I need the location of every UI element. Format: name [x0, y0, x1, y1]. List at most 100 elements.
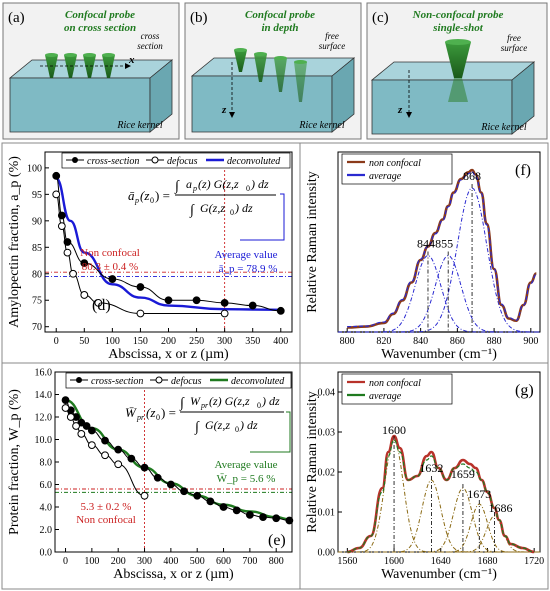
formula: ā p (z 0) =∫ a p (z) G(z,z 0) dz∫ G(z,z 0) dz	[128, 177, 285, 241]
formula-lhs-sub: p	[134, 196, 139, 205]
average-spectrum	[347, 171, 537, 328]
formula-num-pr: pr	[200, 401, 209, 410]
y-tick-label: 75	[32, 296, 42, 307]
data-point	[272, 514, 281, 523]
data-point	[57, 222, 66, 231]
legend: cross-section defocus deconvoluted	[61, 152, 291, 169]
formula-den-sub0: 0	[230, 208, 234, 217]
panel-c-annot-line2: surface	[501, 43, 528, 53]
x-axis-label: Abscissa, x or z (µm)	[113, 567, 234, 582]
average-value: ā_p = 78.9 %	[219, 263, 278, 275]
data-point	[94, 298, 103, 307]
x-tick-label: 400	[273, 336, 288, 347]
x-tick-label: 880	[487, 336, 502, 347]
data-point	[164, 296, 173, 305]
panel-a-schematic: (a) Confocal probe on cross section x cr…	[2, 2, 180, 140]
x-tick-label: 800	[269, 556, 284, 567]
data-point	[101, 451, 109, 460]
y-tick-label: 12.0	[35, 413, 53, 424]
y-tick-label: 0.00	[318, 548, 336, 559]
nonconfocal-bg	[74, 498, 140, 526]
x-tick-label: 900	[523, 336, 538, 347]
formula-lhs-arg: (z	[146, 405, 155, 420]
x-tick-label: 1720	[524, 556, 544, 567]
panel-a-label: (a)	[8, 10, 25, 26]
x-tick-label: 100	[84, 556, 99, 567]
legend-label: deconvoluted	[231, 376, 285, 387]
x-tick-label: 840	[413, 336, 428, 347]
probe-cone-c	[445, 39, 471, 102]
peak-label: 1673	[467, 487, 491, 501]
legend-box	[341, 153, 453, 185]
x-tick-label: 800	[340, 336, 355, 347]
panel-c-title-line1: Non-confocal probe	[412, 9, 504, 21]
y-tick-label: 6.0	[40, 480, 53, 491]
legend-box	[65, 372, 292, 389]
panel-c-axis: z	[397, 104, 403, 116]
formula-den-dz: ) dz	[234, 201, 253, 215]
data-point	[87, 426, 96, 435]
data-point	[77, 429, 86, 438]
probe-cones-b	[234, 48, 307, 102]
formula-int-den: ∫	[189, 203, 195, 218]
x-tick-label: 0	[63, 556, 68, 567]
panel-a-annot-line1: cross	[141, 31, 160, 41]
formula-eq: ) =	[161, 405, 176, 420]
formula-int-den: ∫	[194, 420, 200, 435]
data-point	[61, 404, 70, 412]
legend-label: defocus	[171, 376, 202, 387]
chart-e: 0 100 200 300 400 500 600 700 800 0.0 2.0 4.0 6.0 8.0…	[7, 368, 294, 582]
formula-num: (z) G(z,z	[209, 394, 250, 408]
formula-lhs-sub: pr	[136, 413, 145, 422]
y-axis-label: Relative Raman intensity	[305, 391, 320, 533]
legend-marker	[72, 157, 78, 163]
chart-d: 0 50 100 150 200 250 300 350 400707580859095100A…	[7, 151, 293, 362]
data-point	[180, 487, 188, 496]
formula-int-num: ∫	[174, 179, 180, 194]
y-axis-label: Protein fraction, W_p (%)	[7, 389, 22, 535]
y-axis-label: Amylopectin fraction, a_p (%)	[7, 156, 22, 328]
data-point	[114, 445, 123, 454]
legend-marker	[76, 377, 82, 383]
panel-d-label: (d)	[92, 297, 111, 314]
formula-num-dz: ) dz	[261, 394, 280, 408]
nonconfocal-label: Non confocal	[80, 247, 140, 259]
y-axis-label: Relative Raman intensity	[305, 171, 320, 313]
data-point	[166, 480, 175, 489]
formula-num-dz: ) dz	[250, 177, 269, 191]
legend-marker	[155, 376, 163, 384]
y-tick-label: 0.02	[318, 468, 336, 479]
data-point	[248, 301, 257, 310]
x-tick-label: 350	[245, 336, 260, 347]
formula-num-p: p	[192, 184, 197, 193]
nonconfocal-value: 5.3 ± 0.2 %	[81, 501, 132, 513]
y-tick-label: 8.0	[40, 458, 53, 469]
formula-lhs-arg: (z	[140, 188, 149, 203]
formula-lhs-sub0: 0	[150, 196, 154, 205]
panel-b-title-line1: Confocal probe	[245, 9, 315, 21]
y-tick-label: 100	[27, 163, 42, 174]
x-tick-label: 1600	[384, 556, 404, 567]
average-value: W̄_p = 5.6 %	[217, 473, 276, 485]
formula-den: G(z,z	[205, 418, 230, 432]
x-tick-label: 150	[133, 336, 148, 347]
x-tick-label: 400	[163, 556, 178, 567]
y-tick-label: 0.01	[318, 508, 336, 519]
data-point	[193, 491, 202, 500]
data-point	[153, 473, 162, 482]
x-tick-label: 700	[242, 556, 257, 567]
data-point	[63, 248, 72, 257]
data-point	[57, 211, 66, 220]
legend-label: non confocal	[369, 158, 421, 169]
legend-label: average	[369, 171, 402, 182]
formula-lhs: W̄	[125, 405, 137, 420]
data-point	[66, 413, 75, 421]
x-tick-label: 600	[216, 556, 231, 567]
y-tick-label: 0.04	[318, 388, 336, 399]
formula-num: (z) G(z,z	[198, 177, 239, 191]
legend-label: average	[369, 391, 402, 402]
component-band	[338, 515, 540, 553]
panel-b-schematic: (b) Confocal probe in depth z free surfa…	[184, 2, 362, 140]
